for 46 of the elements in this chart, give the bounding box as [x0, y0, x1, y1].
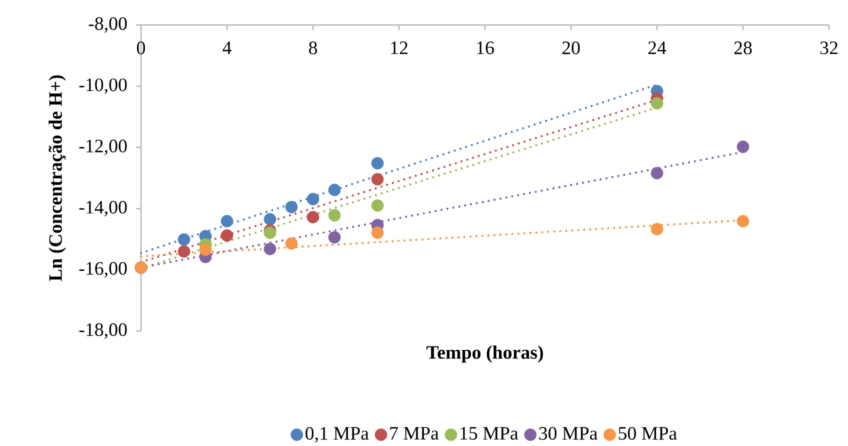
y-axis-title: Ln (Concentração de H+) — [48, 75, 66, 281]
x-tick-label: 8 — [308, 41, 318, 54]
point — [285, 237, 298, 250]
x-tick-label: 0 — [136, 41, 146, 54]
x-tick-label: 24 — [648, 41, 666, 54]
y-tick-label: -14,00 — [79, 200, 127, 216]
x-tick-label: 12 — [391, 41, 408, 54]
y-tick-label: -8,00 — [88, 17, 127, 33]
x-tick-label: 28 — [734, 41, 752, 54]
legend-label: 15 MPa — [460, 426, 518, 440]
point — [328, 208, 341, 222]
y-tick-label: -16,00 — [79, 262, 127, 278]
point — [650, 222, 664, 236]
x-tick-label: 16 — [477, 41, 494, 54]
y-tick-label: -18,00 — [79, 323, 127, 339]
point — [650, 166, 664, 180]
point — [178, 233, 190, 246]
x-tick-label: 32 — [820, 41, 838, 54]
point — [220, 229, 234, 242]
point — [328, 184, 341, 196]
x-tick-label: 4 — [222, 41, 232, 54]
legend-label: 0,1 MPa — [306, 426, 369, 442]
y-tick-label: -12,00 — [79, 139, 127, 155]
x-tick-label: 20 — [562, 41, 580, 54]
y-tick-label: -10,00 — [79, 78, 127, 94]
legend-label: 7 MPa — [390, 426, 439, 440]
point — [285, 200, 298, 214]
point — [264, 212, 276, 226]
point — [199, 243, 212, 256]
legend-label: 50 MPa — [618, 426, 677, 440]
point — [371, 156, 384, 170]
point — [306, 210, 320, 224]
point — [736, 214, 750, 228]
legend-label: 30 MPa — [539, 426, 598, 440]
point — [328, 230, 341, 244]
point — [371, 226, 384, 239]
point — [220, 214, 234, 228]
point — [371, 172, 384, 186]
x-axis-title: Tempo (horas) — [426, 345, 543, 362]
point — [736, 140, 750, 153]
point — [306, 192, 320, 206]
point — [650, 96, 664, 110]
point — [178, 245, 190, 258]
point — [264, 226, 276, 239]
point — [371, 199, 384, 212]
point — [264, 242, 276, 255]
